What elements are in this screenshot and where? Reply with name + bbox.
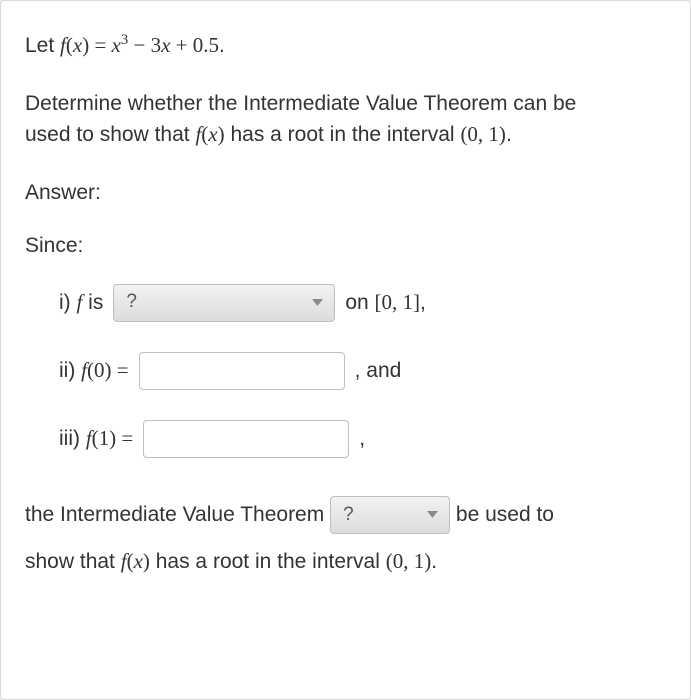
interval-open-1: (0, 1). <box>460 123 511 146</box>
parts-block: i) f is ? on [0, 1], ii) f(0) = , and ii… <box>25 284 666 458</box>
prompt-line1: Determine whether the Intermediate Value… <box>25 92 576 115</box>
question-card: Let f(x) = x3 − 3x + 0.5. Determine whet… <box>0 0 691 700</box>
part-ii-row: ii) f(0) = , and <box>59 352 666 390</box>
prompt-line2-prefix: used to show that <box>25 123 195 146</box>
conclusion-select[interactable]: ? <box>330 496 450 534</box>
part-i-select[interactable]: ? <box>113 284 335 322</box>
conclusion-prefix: the Intermediate Value Theorem <box>25 503 330 526</box>
fdef: f(x) = x3 − 3x + 0.5. <box>60 34 225 57</box>
since-label: Since: <box>25 230 666 262</box>
part-ii-suffix: , and <box>355 355 402 387</box>
interval-open-2: (0, 1). <box>386 550 437 573</box>
chevron-down-icon <box>308 299 326 306</box>
part-iii-suffix: , <box>359 423 365 455</box>
part-i-prefix: i) f is <box>59 287 103 319</box>
fx-2: f(x) <box>121 550 150 573</box>
part-i-select-value: ? <box>126 288 137 317</box>
part-i-row: i) f is ? on [0, 1], <box>59 284 666 322</box>
f0-input[interactable] <box>139 352 345 390</box>
conclusion-mid: be used to <box>450 503 554 526</box>
f1-input[interactable] <box>143 420 349 458</box>
part-iii-row: iii) f(1) = , <box>59 420 666 458</box>
part-iii-prefix: iii) f(1) = <box>59 423 133 455</box>
part-i-suffix: on [0, 1], <box>345 287 426 319</box>
conclusion-select-value: ? <box>343 494 354 536</box>
let-text: Let <box>25 34 60 57</box>
chevron-down-icon <box>423 511 441 518</box>
conclusion-block: the Intermediate Value Theorem ? be used… <box>25 492 666 585</box>
answer-label: Answer: <box>25 177 666 209</box>
prompt-text: Determine whether the Intermediate Value… <box>25 88 666 151</box>
conclusion-line2-mid: has a root in the interval <box>150 550 386 573</box>
fx-1: f(x) <box>195 123 224 146</box>
function-definition: Let f(x) = x3 − 3x + 0.5. <box>25 29 666 62</box>
prompt-line2-suffix: has a root in the interval <box>225 123 461 146</box>
conclusion-line2-prefix: show that <box>25 550 121 573</box>
part-ii-prefix: ii) f(0) = <box>59 355 129 387</box>
